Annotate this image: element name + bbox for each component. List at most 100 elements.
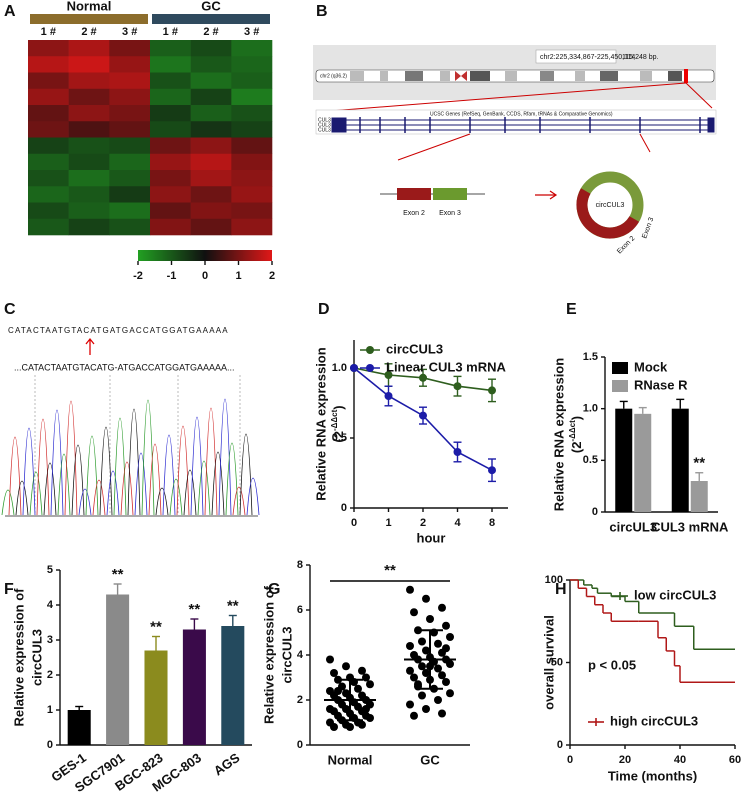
panel-label: B xyxy=(316,3,328,20)
trace-peak xyxy=(57,453,71,516)
panel-label: E xyxy=(566,301,577,318)
circle-label: circCUL3 xyxy=(596,202,625,209)
point xyxy=(410,711,418,720)
significance: ** xyxy=(112,566,124,583)
heatmap-cell xyxy=(109,72,151,90)
heatmap-cell xyxy=(68,137,110,155)
point xyxy=(453,382,462,391)
trace-peak xyxy=(155,487,169,516)
heatmap-cell xyxy=(150,72,191,90)
trace-peak xyxy=(190,416,204,516)
sample-label: 1 # xyxy=(41,26,56,38)
point xyxy=(488,386,496,395)
legend-label: high circCUL3 xyxy=(610,713,698,728)
heatmap-cell xyxy=(231,88,273,106)
y-tick-label: 0.5 xyxy=(583,454,598,466)
point xyxy=(419,373,427,382)
point xyxy=(442,644,450,653)
y-tick-label: 100 xyxy=(545,574,563,586)
y-tick-label: 0 xyxy=(47,739,53,751)
x-tick-label: circUL3 xyxy=(609,519,657,534)
bar xyxy=(221,626,245,745)
heatmap-cell xyxy=(28,153,69,171)
y-axis-label: Relative RNA expression xyxy=(551,358,566,511)
sample-label: 2 # xyxy=(203,26,218,38)
point xyxy=(446,660,454,668)
point xyxy=(410,608,418,617)
x-tick-label: Normal xyxy=(328,752,373,767)
significance: ** xyxy=(693,455,705,472)
legend-swatch xyxy=(612,380,628,392)
heatmap-cell xyxy=(109,121,151,138)
exon-label: Exon 2 xyxy=(403,210,425,217)
y-axis-label: Relative expression of xyxy=(261,585,276,724)
trace-peak xyxy=(92,479,106,516)
junction-arrow xyxy=(85,337,95,355)
trace-peak xyxy=(211,451,225,516)
heatmap-cell xyxy=(68,170,110,187)
y-tick-label: 1.0 xyxy=(583,403,598,415)
significance: ** xyxy=(189,601,201,618)
heatmap-cell xyxy=(109,186,151,203)
point xyxy=(362,705,370,713)
x-tick-label: AGS xyxy=(211,750,243,779)
sample-label: 1 # xyxy=(163,26,178,38)
point xyxy=(453,448,462,456)
heatmap-cell xyxy=(28,170,69,187)
y-tick-label: 1.5 xyxy=(583,351,598,363)
heatmap-cell xyxy=(68,218,110,236)
legend-marker xyxy=(366,346,374,354)
colorbar-label: 0 xyxy=(202,270,208,282)
point xyxy=(426,615,434,623)
legend-label: circCUL3 xyxy=(386,341,443,356)
heatmap-cell xyxy=(190,121,232,138)
x-axis-label: hour xyxy=(417,530,446,545)
trace-peak xyxy=(22,427,36,516)
heatmap-cell xyxy=(150,137,191,155)
trace-peak xyxy=(134,452,148,516)
trace-peak xyxy=(15,480,29,516)
point xyxy=(422,705,430,713)
circ-exon2 xyxy=(576,188,640,239)
formula-base: (2 xyxy=(331,431,346,443)
heatmap-cell xyxy=(150,153,191,171)
y-tick-label: 8 xyxy=(297,559,303,571)
y-tick-label: 5 xyxy=(47,564,53,576)
x-tick-label: 40 xyxy=(674,754,686,766)
y-axis-label: Relative RNA expression xyxy=(313,347,328,500)
heatmap-cell xyxy=(150,105,191,122)
y-tick-label: 4 xyxy=(297,649,304,661)
formula-exponent: -ΔΔct xyxy=(568,420,577,442)
track-label: CUL3 xyxy=(318,117,331,123)
group-bar xyxy=(152,14,270,24)
trace-peak xyxy=(43,462,57,516)
x-tick-label: CUL3 mRNA xyxy=(651,519,729,534)
x-tick-label: 1 xyxy=(385,517,391,529)
trace-peak xyxy=(176,425,190,516)
trace-peak xyxy=(36,418,50,516)
heatmap-cell xyxy=(231,56,273,73)
point xyxy=(442,678,450,686)
heatmap-cell xyxy=(68,88,110,106)
heatmap-cell xyxy=(231,186,273,203)
panel-label: F xyxy=(4,581,14,598)
trace-peak xyxy=(148,443,162,516)
heatmap-cell xyxy=(150,202,191,220)
legend-label: Linear CUL3 mRNA xyxy=(386,359,507,374)
point xyxy=(330,723,338,731)
trace-peak xyxy=(204,407,218,516)
heatmap-cell xyxy=(109,56,151,73)
x-axis-label: Time (months) xyxy=(608,768,697,783)
point xyxy=(446,689,454,698)
panel-label: H xyxy=(555,581,567,598)
y-tick-label: 0 xyxy=(557,739,563,751)
trace-peak xyxy=(183,469,197,516)
point xyxy=(434,696,442,704)
heatmap-cell xyxy=(190,186,232,203)
heatmap-cell xyxy=(190,40,232,57)
heatmap-cell xyxy=(28,137,69,155)
sample-label: 3 # xyxy=(122,26,137,38)
heatmap-cell xyxy=(231,202,273,220)
heatmap-cell xyxy=(190,72,232,90)
point xyxy=(406,700,414,709)
